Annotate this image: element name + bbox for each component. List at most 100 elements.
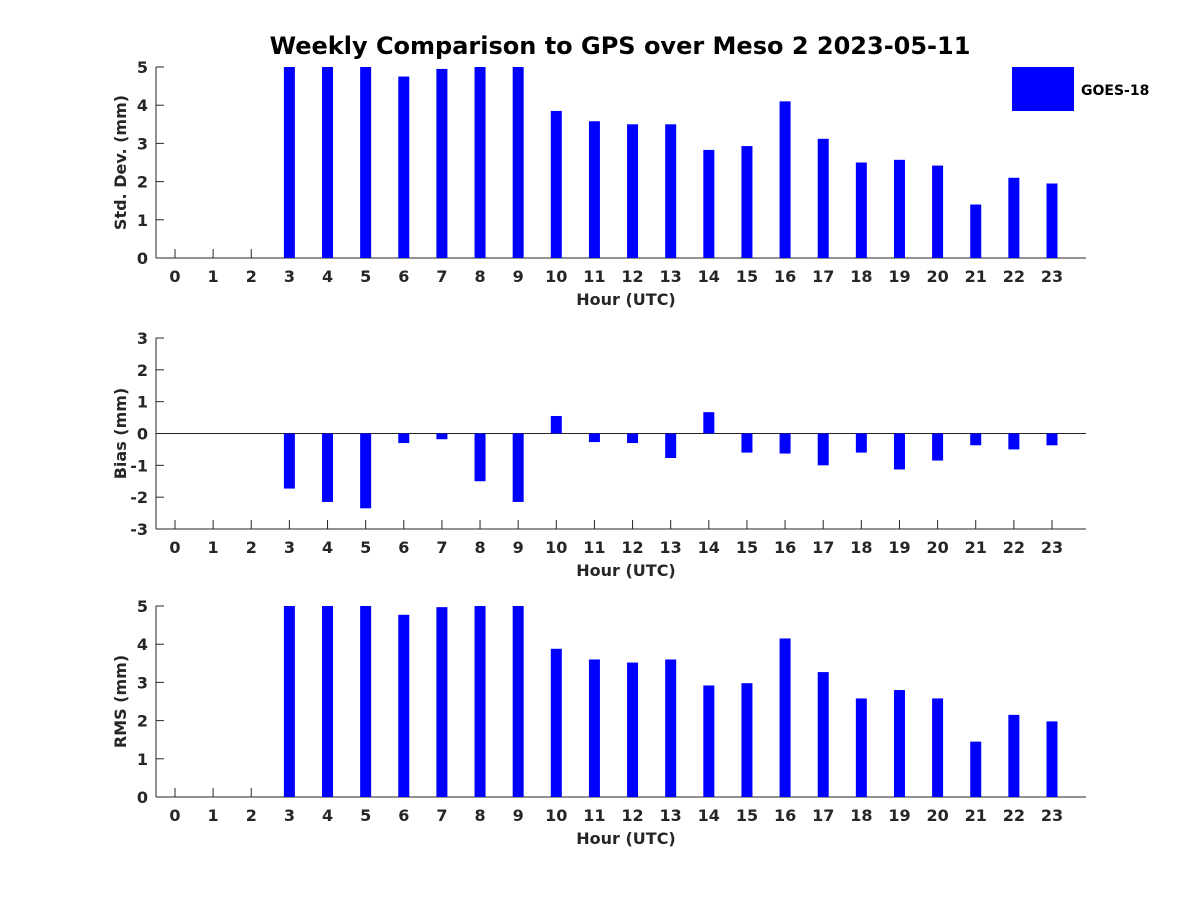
bar	[474, 67, 486, 258]
x-tick-label: 14	[698, 806, 720, 825]
x-tick-label: 6	[398, 538, 409, 557]
x-tick-label: 0	[169, 538, 180, 557]
bar	[512, 67, 524, 258]
x-tick-label: 15	[736, 806, 758, 825]
y-tick-label: 3	[137, 329, 148, 348]
bar	[436, 607, 448, 797]
x-tick-label: 1	[208, 538, 219, 557]
bar	[741, 683, 753, 797]
y-tick-label: 5	[137, 58, 148, 77]
x-tick-label: 3	[284, 538, 295, 557]
bar	[1008, 714, 1020, 797]
bar	[741, 433, 753, 453]
x-tick-label: 19	[888, 538, 910, 557]
y-axis-label: RMS (mm)	[111, 655, 130, 748]
bar	[588, 121, 600, 258]
bar	[398, 76, 410, 258]
x-axis-label: Hour (UTC)	[576, 561, 676, 580]
x-tick-label: 21	[965, 267, 987, 286]
bar	[1046, 183, 1058, 258]
bar	[741, 146, 753, 258]
bar	[550, 110, 562, 259]
y-tick-label: 4	[137, 635, 148, 654]
bar	[322, 433, 334, 502]
x-tick-label: 15	[736, 538, 758, 557]
y-tick-label: 4	[137, 96, 148, 115]
bar	[703, 685, 715, 797]
bar	[932, 165, 944, 258]
bar	[588, 659, 600, 797]
y-tick-label: 3	[137, 673, 148, 692]
y-tick-label: -3	[130, 520, 148, 539]
x-tick-label: 9	[513, 538, 524, 557]
bar	[398, 614, 410, 797]
x-tick-label: 1	[208, 267, 219, 286]
bar	[970, 204, 982, 258]
bar	[1008, 433, 1020, 450]
bar	[665, 659, 677, 797]
y-tick-label: -2	[130, 488, 148, 507]
x-tick-label: 3	[284, 806, 295, 825]
x-tick-label: 23	[1041, 267, 1063, 286]
x-tick-label: 2	[246, 806, 257, 825]
legend: GOES-18	[1012, 67, 1149, 111]
bar	[1008, 177, 1020, 258]
x-tick-label: 8	[474, 538, 485, 557]
y-tick-label: 2	[137, 712, 148, 731]
bar	[893, 159, 905, 258]
x-tick-label: 20	[926, 267, 948, 286]
y-tick-label: 3	[137, 134, 148, 153]
x-tick-label: 7	[436, 267, 447, 286]
x-tick-label: 5	[360, 538, 371, 557]
y-tick-label: 0	[137, 425, 148, 444]
bar	[665, 124, 677, 258]
x-tick-label: 23	[1041, 538, 1063, 557]
y-tick-label: 2	[137, 361, 148, 380]
x-tick-label: 2	[246, 538, 257, 557]
bar	[550, 648, 562, 797]
bar	[627, 124, 639, 258]
bar	[970, 433, 982, 446]
x-tick-label: 11	[583, 538, 605, 557]
x-tick-label: 5	[360, 806, 371, 825]
x-tick-label: 21	[965, 806, 987, 825]
x-tick-label: 8	[474, 806, 485, 825]
bar	[817, 672, 829, 797]
bar	[855, 162, 867, 258]
x-tick-label: 6	[398, 806, 409, 825]
bar	[283, 67, 295, 258]
x-tick-label: 12	[621, 538, 643, 557]
x-axis-label: Hour (UTC)	[576, 290, 676, 309]
bar	[283, 433, 295, 489]
x-tick-label: 5	[360, 267, 371, 286]
x-tick-label: 4	[322, 267, 333, 286]
y-tick-label: 2	[137, 173, 148, 192]
y-tick-label: 1	[137, 393, 148, 412]
x-tick-label: 19	[888, 806, 910, 825]
x-tick-label: 8	[474, 267, 485, 286]
bar	[817, 433, 829, 466]
bar	[550, 415, 562, 434]
x-tick-label: 6	[398, 267, 409, 286]
bar	[779, 101, 791, 258]
x-tick-label: 17	[812, 267, 834, 286]
bar	[283, 606, 295, 797]
x-tick-label: 4	[322, 806, 333, 825]
x-tick-label: 2	[246, 267, 257, 286]
x-tick-label: 7	[436, 538, 447, 557]
x-tick-label: 9	[513, 806, 524, 825]
x-tick-label: 19	[888, 267, 910, 286]
bar	[817, 138, 829, 258]
bar	[588, 433, 600, 443]
x-tick-label: 11	[583, 806, 605, 825]
bar	[512, 606, 524, 797]
x-tick-label: 11	[583, 267, 605, 286]
x-tick-label: 14	[698, 538, 720, 557]
bar	[360, 433, 372, 509]
bar	[1046, 433, 1058, 446]
x-tick-label: 15	[736, 267, 758, 286]
